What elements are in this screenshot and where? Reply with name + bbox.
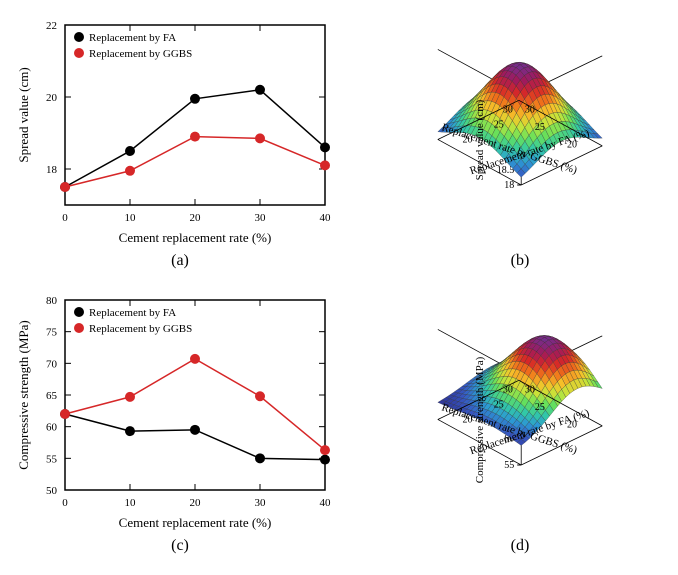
svg-text:0: 0 — [62, 212, 68, 224]
svg-text:30: 30 — [525, 384, 535, 395]
svg-text:22: 22 — [46, 20, 57, 32]
figure-grid: 0 10 20 30 40 18 20 22 Cement replacement rate (… — [10, 10, 668, 565]
chart-c: 0 10 20 30 40 50 55 60 65 70 75 80 Cement replacemen… — [10, 285, 340, 535]
svg-text:Replacement by GGBS: Replacement by GGBS — [89, 323, 192, 335]
svg-text:30: 30 — [525, 104, 535, 115]
svg-text:25: 25 — [535, 402, 545, 413]
svg-text:30: 30 — [255, 497, 267, 509]
caption-b: (b) — [360, 252, 678, 270]
svg-text:30: 30 — [255, 212, 267, 224]
svg-text:30: 30 — [503, 384, 513, 395]
svg-text:65: 65 — [46, 390, 58, 402]
svg-text:25: 25 — [494, 399, 504, 410]
svg-text:20: 20 — [190, 212, 202, 224]
svg-text:40: 40 — [320, 497, 332, 509]
panel-c: 0 10 20 30 40 50 55 60 65 70 75 80 Cement replacemen… — [10, 285, 350, 565]
svg-text:0: 0 — [62, 497, 68, 509]
panel-a: 0 10 20 30 40 18 20 22 Cement replacement rate (… — [10, 10, 350, 280]
svg-text:25: 25 — [535, 122, 545, 133]
svg-text:75: 75 — [46, 327, 58, 339]
svg-text:60: 60 — [46, 422, 58, 434]
svg-text:25: 25 — [494, 119, 504, 130]
caption-c: (c) — [10, 537, 350, 555]
svg-text:55: 55 — [46, 453, 58, 465]
chart-a: 0 10 20 30 40 18 20 22 Cement replacement rate (… — [10, 10, 340, 250]
svg-text:10: 10 — [125, 497, 137, 509]
svg-text:80: 80 — [46, 295, 58, 307]
svg-text:18: 18 — [504, 180, 514, 191]
svg-text:Compressive strength (MPa): Compressive strength (MPa) — [16, 320, 31, 469]
panel-b: 1818.51919.52020.521202530202530Replacem… — [360, 10, 678, 280]
svg-text:20: 20 — [190, 497, 202, 509]
chart-d: 55606570202530202530Replacement rate by … — [360, 285, 670, 535]
svg-text:55: 55 — [504, 460, 514, 471]
caption-d: (d) — [360, 537, 678, 555]
svg-text:50: 50 — [46, 485, 58, 497]
caption-a: (a) — [10, 252, 350, 270]
svg-text:20: 20 — [46, 92, 58, 104]
svg-text:Replacement by FA: Replacement by FA — [89, 307, 176, 319]
svg-text:40: 40 — [320, 212, 332, 224]
svg-text:30: 30 — [503, 104, 513, 115]
svg-text:Cement replacement rate (%): Cement replacement rate (%) — [119, 230, 272, 245]
chart-b: 1818.51919.52020.521202530202530Replacem… — [360, 10, 670, 250]
svg-text:10: 10 — [125, 212, 137, 224]
svg-text:Replacement by FA: Replacement by FA — [89, 32, 176, 44]
svg-text:Spread value (cm): Spread value (cm) — [474, 99, 486, 180]
svg-text:Replacement by GGBS: Replacement by GGBS — [89, 48, 192, 60]
svg-text:70: 70 — [46, 358, 58, 370]
svg-text:Compressive strength (MPa): Compressive strength (MPa) — [474, 356, 486, 483]
panel-d: 55606570202530202530Replacement rate by … — [360, 285, 678, 565]
svg-text:Cement replacement rate (%): Cement replacement rate (%) — [119, 515, 272, 530]
svg-text:Spread value (cm): Spread value (cm) — [16, 67, 31, 162]
svg-text:18: 18 — [46, 164, 58, 176]
